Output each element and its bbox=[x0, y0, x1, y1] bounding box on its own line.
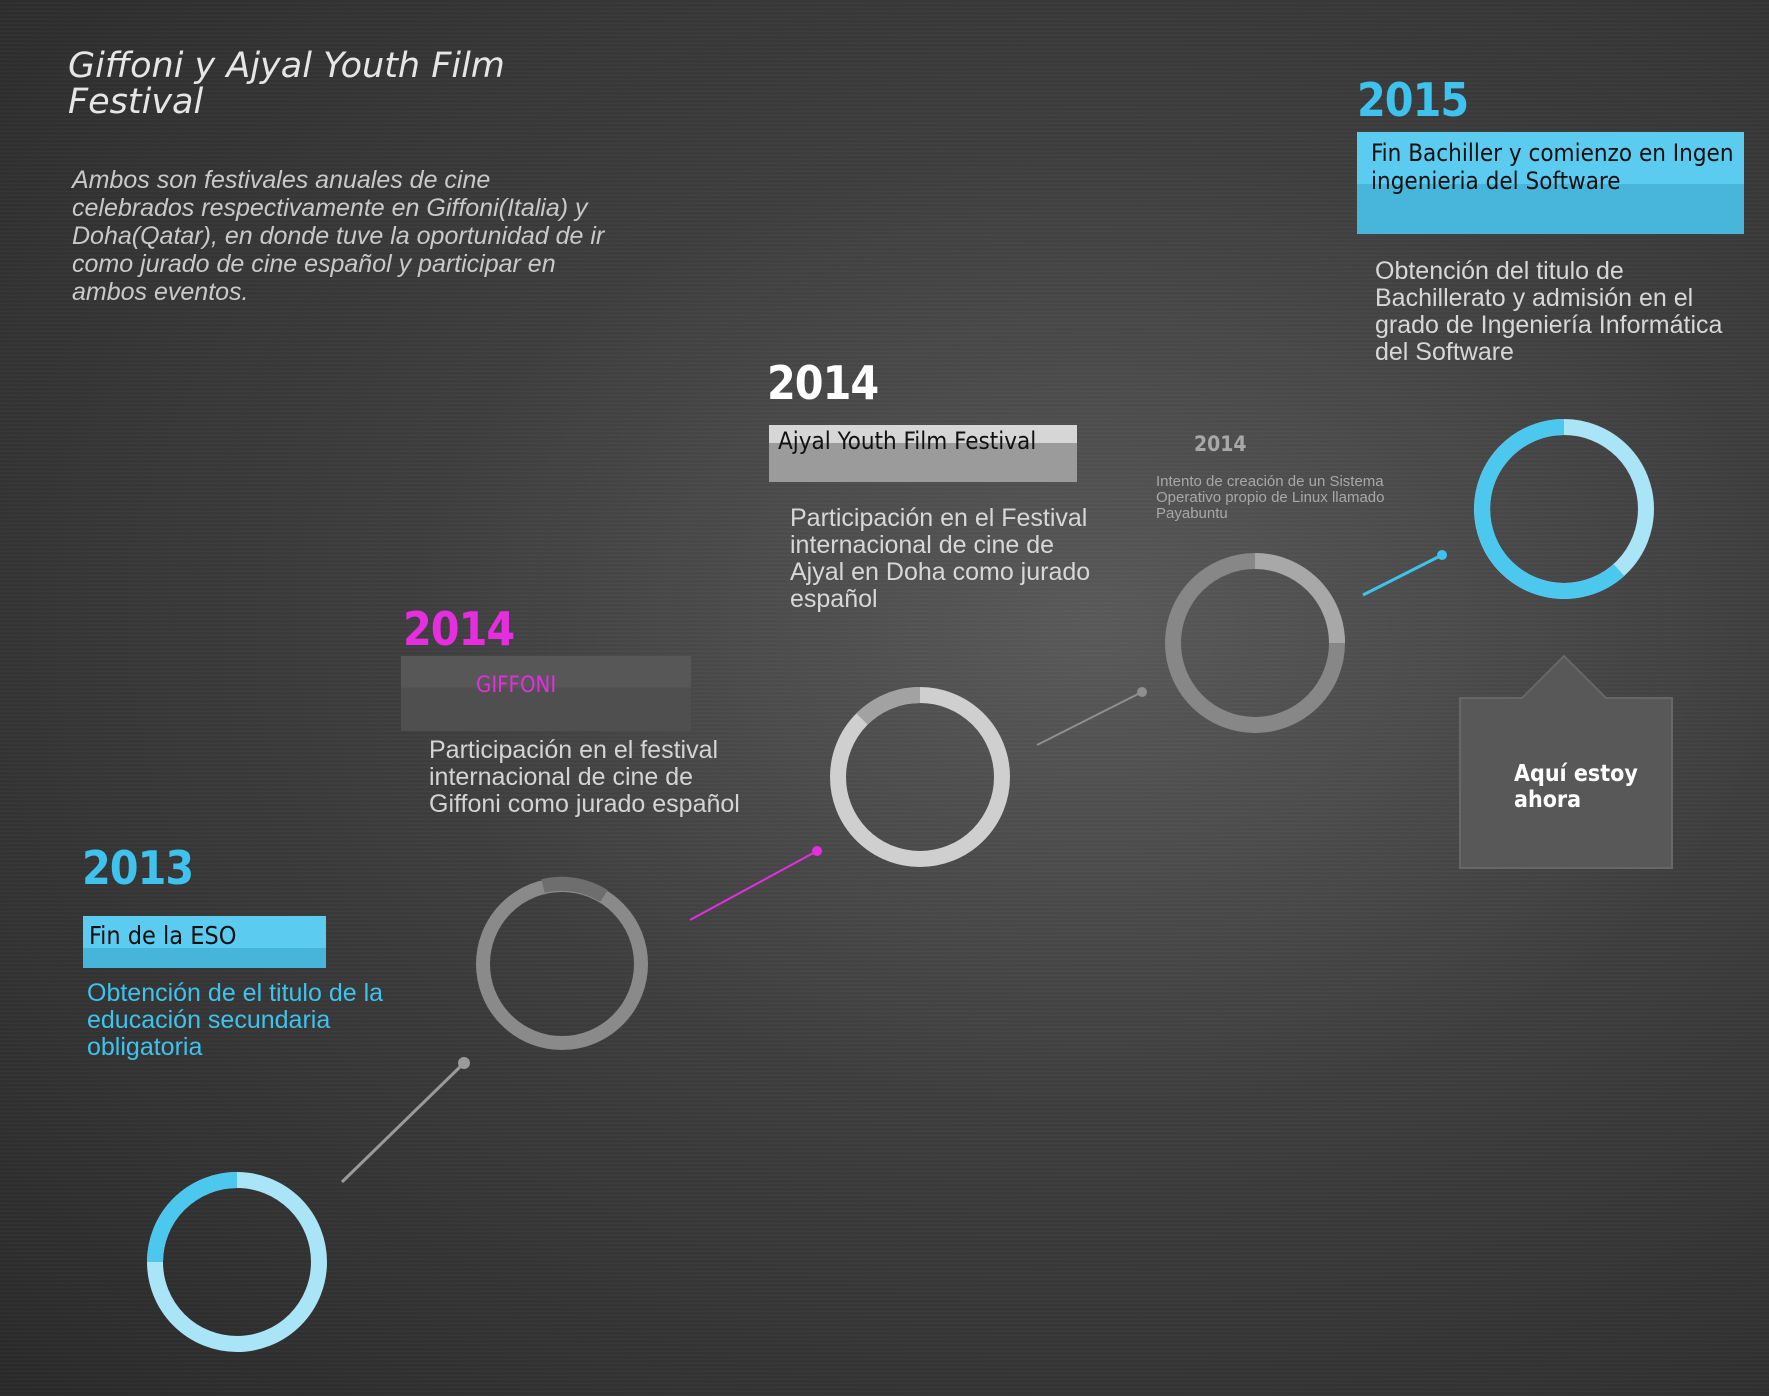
year-2015: 2015 bbox=[1357, 73, 1469, 127]
description-giffoni: Participación en el festival internacion… bbox=[429, 736, 740, 818]
label-fin-eso: Fin de la ESO bbox=[83, 916, 326, 968]
connector-dot bbox=[458, 1057, 470, 1069]
ring-arc bbox=[856, 686, 921, 725]
connector-dot bbox=[812, 846, 822, 856]
year-2014-ajyal: 2014 bbox=[767, 356, 879, 410]
callout-shape bbox=[1459, 654, 1673, 869]
connector-linux-2015 bbox=[1362, 553, 1443, 597]
ring-arc bbox=[541, 876, 608, 903]
ring-2014-linux bbox=[1165, 553, 1345, 733]
connector-lines bbox=[340, 550, 1447, 1184]
description-ajyal: Participación en el Festival internacion… bbox=[790, 504, 1091, 613]
connector-dot bbox=[1137, 687, 1147, 697]
ring-arc bbox=[147, 1172, 238, 1263]
ring-2013 bbox=[147, 1172, 327, 1352]
label-bachiller: Fin Bachiller y comienzo en Ingen ingeni… bbox=[1357, 132, 1744, 234]
connector-ajyal-linux bbox=[1036, 691, 1143, 746]
description-2013: Obtención de el titulo de la educación s… bbox=[87, 979, 384, 1061]
callout-box bbox=[1459, 654, 1673, 869]
year-2014-linux: 2014 bbox=[1194, 432, 1247, 456]
ring-2015 bbox=[1474, 419, 1654, 599]
ring-2014-giffoni bbox=[476, 876, 648, 1050]
callout-current-position: Aquí estoy ahora bbox=[1514, 761, 1638, 813]
connector-2013-2014 bbox=[340, 1061, 466, 1184]
intro-text: Ambos son festivales anuales de cine cel… bbox=[72, 166, 605, 306]
description-2015: Obtención del titulo de Bachillerato y a… bbox=[1375, 257, 1723, 366]
connector-giffoni-ajyal bbox=[689, 850, 818, 921]
page-title: Giffoni y Ajyal Youth Film Festival bbox=[68, 46, 505, 122]
ring-arc bbox=[1474, 419, 1625, 599]
connector-dot bbox=[1437, 550, 1447, 560]
description-linux: Intento de creación de un Sistema Operat… bbox=[1156, 473, 1385, 522]
year-2013: 2013 bbox=[82, 841, 194, 895]
label-giffoni: GIFFONI bbox=[401, 656, 691, 731]
ring-2014-ajyal bbox=[830, 686, 1010, 867]
ring-arc bbox=[1254, 553, 1345, 644]
ring-track bbox=[476, 878, 648, 1050]
label-ajyal: Ajyal Youth Film Festival bbox=[769, 425, 1077, 482]
year-2014-giffoni: 2014 bbox=[403, 602, 515, 656]
